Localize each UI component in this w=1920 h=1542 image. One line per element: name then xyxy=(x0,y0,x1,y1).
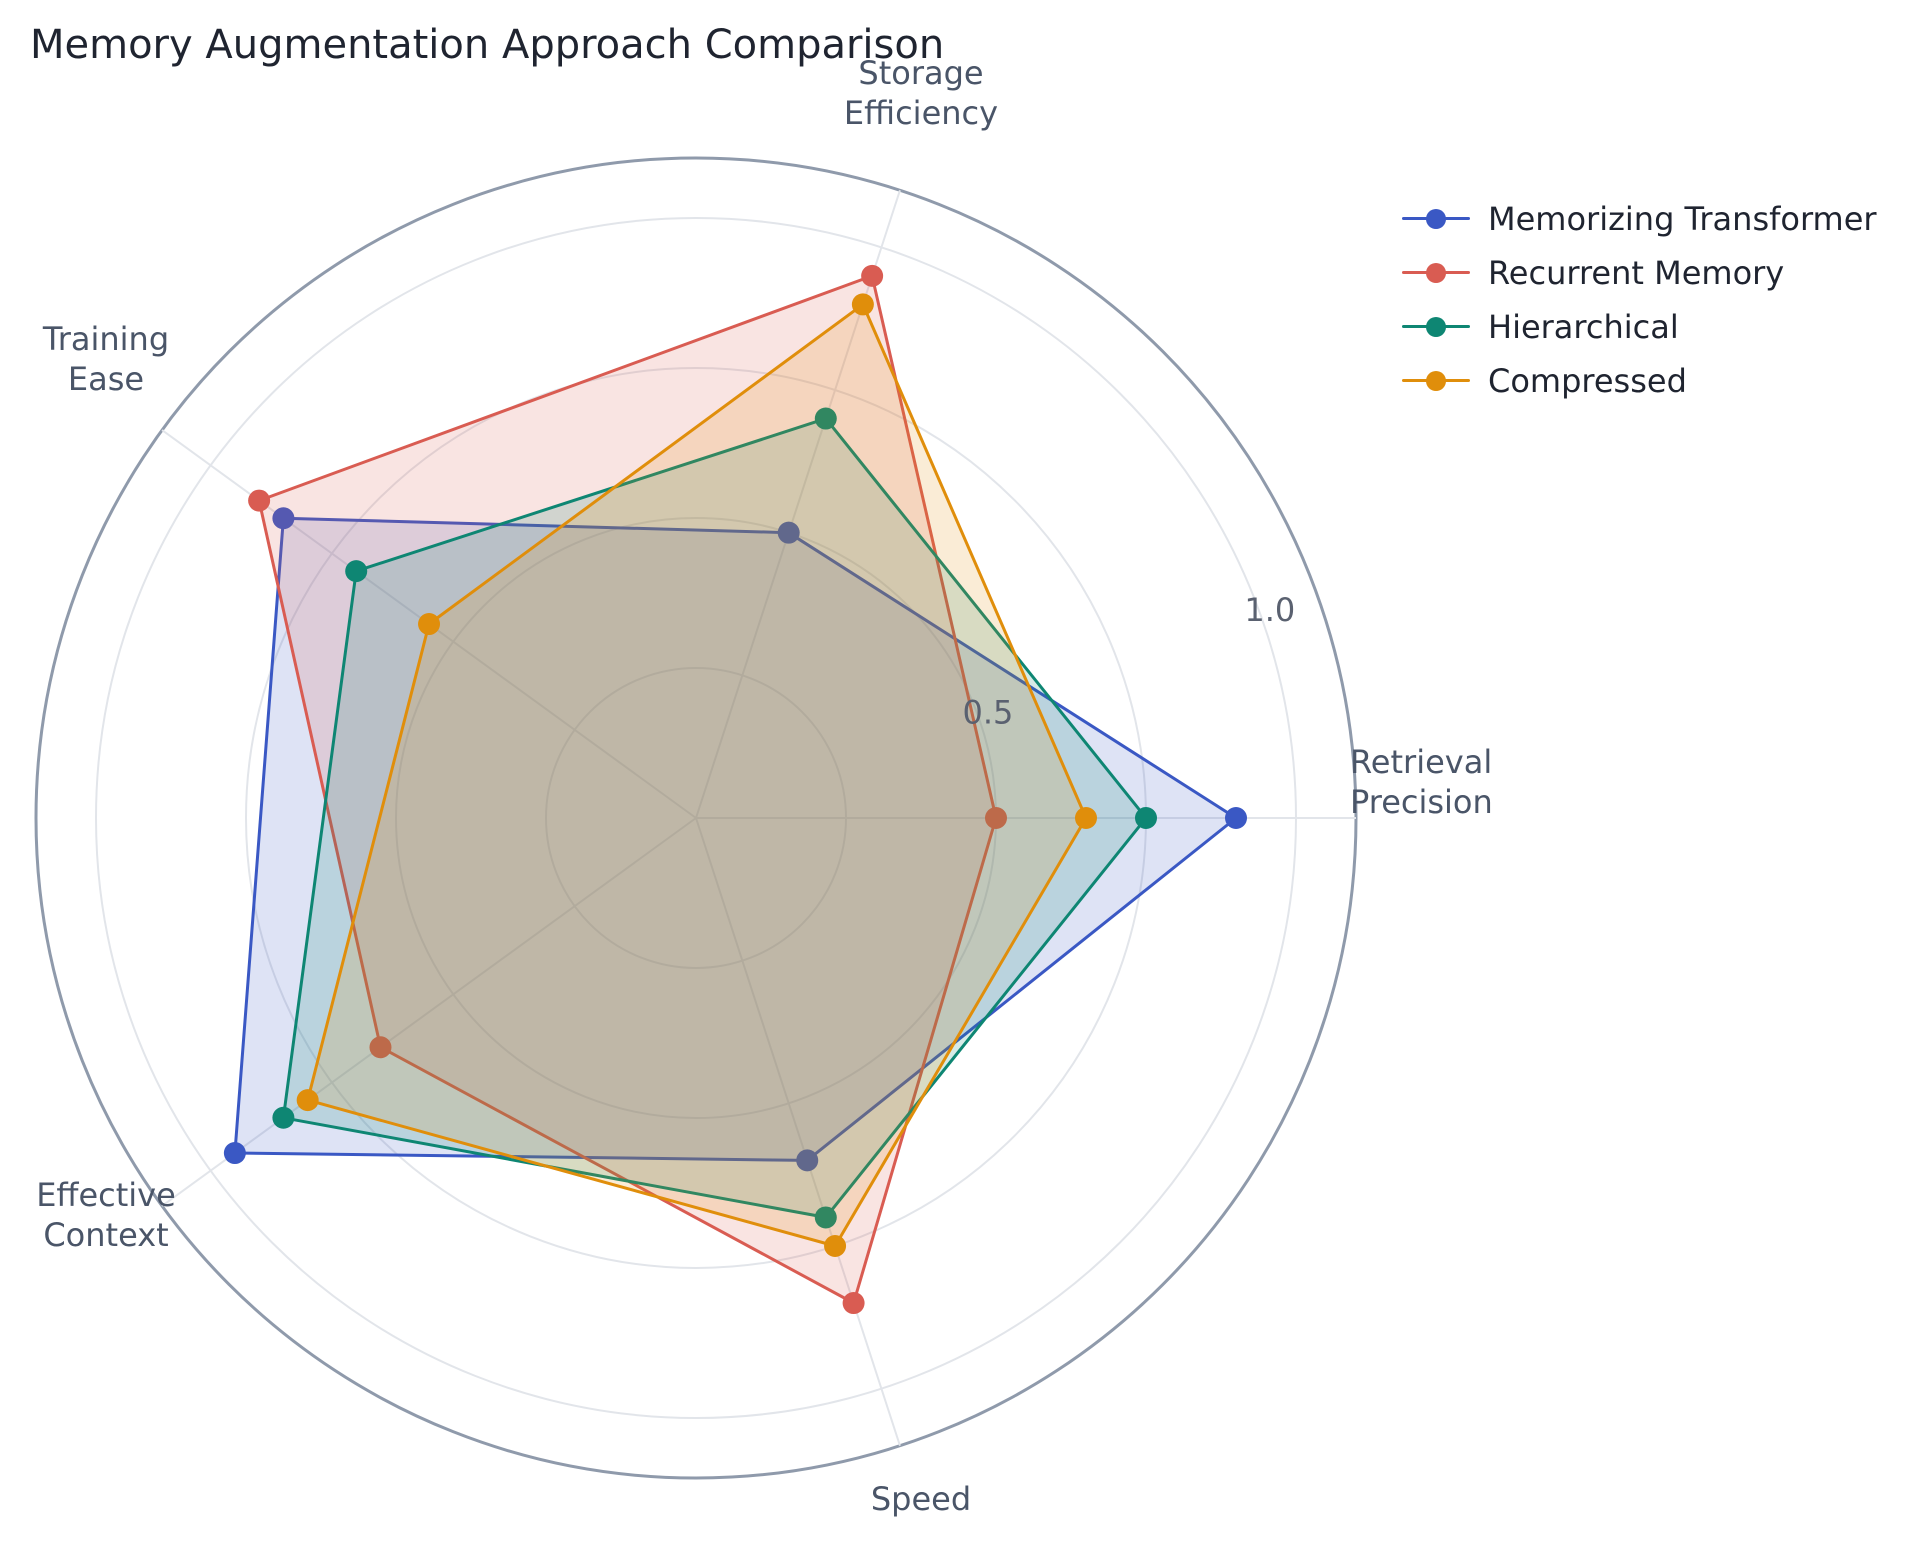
legend-swatch xyxy=(1400,315,1472,339)
data-point xyxy=(272,1106,295,1129)
radial-tick-label: 0.5 xyxy=(962,693,1013,731)
axis-label: Ease xyxy=(68,360,144,398)
axis-spoke xyxy=(695,817,901,1447)
data-point xyxy=(223,1142,246,1165)
legend-swatch xyxy=(1400,369,1472,393)
data-point xyxy=(861,264,884,287)
axis-label: Effective xyxy=(36,1176,176,1214)
axis-label: Speed xyxy=(871,1480,971,1518)
radial-tick-label: 1.0 xyxy=(1244,591,1295,629)
series-group xyxy=(296,293,1097,1257)
axis-spoke xyxy=(161,817,697,1207)
legend-label: Recurrent Memory xyxy=(1488,254,1785,292)
radar-tick-labels: 0.5 1.0 xyxy=(962,591,1295,732)
legend-item[interactable]: Hierarchical xyxy=(1400,300,1877,354)
series-group xyxy=(272,407,1157,1229)
series-area xyxy=(281,417,1148,1219)
data-point xyxy=(796,1149,819,1172)
legend-label: Memorizing Transformer xyxy=(1488,200,1877,238)
axis-label: Efficiency xyxy=(844,94,998,132)
series-group xyxy=(248,264,1007,1315)
series-area xyxy=(306,302,1088,1248)
data-point xyxy=(1075,807,1097,829)
legend-swatch xyxy=(1400,261,1472,285)
legend-item[interactable]: Recurrent Memory xyxy=(1400,246,1877,300)
series-area xyxy=(233,516,1238,1162)
data-point xyxy=(842,1292,865,1315)
series-group xyxy=(223,507,1247,1172)
data-point xyxy=(296,1089,319,1112)
data-point xyxy=(777,521,800,544)
data-point xyxy=(248,489,271,512)
data-point xyxy=(369,1036,392,1059)
axis-label: Precision xyxy=(1350,783,1493,821)
legend-label: Hierarchical xyxy=(1488,308,1679,346)
data-point xyxy=(814,407,837,430)
data-point xyxy=(851,293,874,316)
legend-item[interactable]: Compressed xyxy=(1400,354,1877,408)
data-point xyxy=(814,1206,837,1229)
legend-label: Compressed xyxy=(1488,362,1687,400)
chart-title: Memory Augmentation Approach Comparison xyxy=(30,22,945,68)
data-point xyxy=(1135,807,1157,829)
data-point xyxy=(985,807,1007,829)
legend: Memorizing Transformer Recurrent Memory Hi… xyxy=(1400,192,1877,408)
series-area xyxy=(257,274,998,1305)
radar-series xyxy=(223,264,1247,1315)
data-point xyxy=(824,1234,847,1257)
axis-label: Storage xyxy=(858,54,983,92)
legend-swatch xyxy=(1400,207,1472,231)
axis-label: Retrieval xyxy=(1350,743,1492,781)
data-point xyxy=(345,560,368,583)
axis-label: Training xyxy=(42,320,169,358)
data-point xyxy=(418,613,441,636)
axis-label: Context xyxy=(43,1216,168,1254)
data-point xyxy=(1225,807,1247,829)
legend-item[interactable]: Memorizing Transformer xyxy=(1400,192,1877,246)
data-point xyxy=(272,507,295,530)
